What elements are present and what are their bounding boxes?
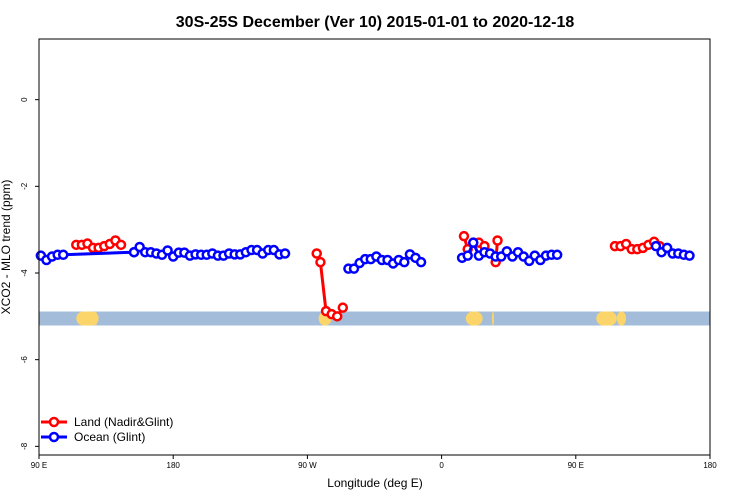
data-point-ocean xyxy=(279,248,291,259)
ocean-strip xyxy=(39,311,710,326)
land-ocean-bar xyxy=(39,311,710,326)
y-axis: 0 -2 -4 -6 -8 xyxy=(20,97,39,450)
data-point-ocean xyxy=(57,249,69,261)
y-axis-label: XCO2 - MLO trend (ppm) xyxy=(0,180,13,315)
plot-frame xyxy=(38,38,711,456)
y-tick-label: -4 xyxy=(20,269,29,277)
y-tick-label: 0 xyxy=(20,97,29,102)
data-point-land xyxy=(115,239,127,251)
land-strip xyxy=(596,311,617,326)
land-strip xyxy=(465,311,483,326)
x-tick-label: 180 xyxy=(703,461,717,470)
data-point-ocean xyxy=(684,250,695,261)
x-tick-label: 90 E xyxy=(568,461,584,470)
land-strip xyxy=(616,311,627,326)
chart-title: 30S-25S December (Ver 10) 2015-01-01 to … xyxy=(176,14,575,31)
data-point-ocean xyxy=(650,240,662,252)
data-point-land xyxy=(331,311,343,322)
x-tick-label: 90 E xyxy=(31,461,47,470)
data-point-land xyxy=(311,248,322,259)
y-tick-label: -8 xyxy=(20,442,29,450)
series-layer xyxy=(35,230,695,322)
data-point-ocean xyxy=(468,237,479,248)
legend-marker-ocean xyxy=(48,431,60,443)
data-point-land xyxy=(315,256,326,268)
data-point-ocean xyxy=(399,256,410,268)
x-tick-label: 180 xyxy=(167,461,181,470)
data-point-ocean xyxy=(551,249,563,261)
x-tick-label: 90 W xyxy=(298,461,317,470)
x-tick-label: 0 xyxy=(439,461,444,470)
legend-label-land: Land (Nadir&Glint) xyxy=(74,415,173,429)
y-tick-label: -6 xyxy=(20,356,29,364)
land-strip xyxy=(491,311,494,326)
legend: Land (Nadir&Glint) Ocean (Glint) xyxy=(41,415,173,444)
data-point-ocean xyxy=(462,250,473,261)
x-axis: 90 E 180 90 W 0 90 E 180 xyxy=(31,455,717,470)
x-axis-label: Longitude (deg E) xyxy=(327,476,422,490)
data-point-ocean xyxy=(162,245,173,256)
legend-marker-land xyxy=(48,416,60,428)
data-point-land xyxy=(458,230,470,242)
land-strip xyxy=(85,311,99,326)
data-point-land xyxy=(337,302,349,313)
y-tick-label: -2 xyxy=(20,182,29,190)
data-point-ocean xyxy=(415,256,427,268)
data-point-land xyxy=(492,235,503,246)
legend-label-ocean: Ocean (Glint) xyxy=(74,430,145,444)
